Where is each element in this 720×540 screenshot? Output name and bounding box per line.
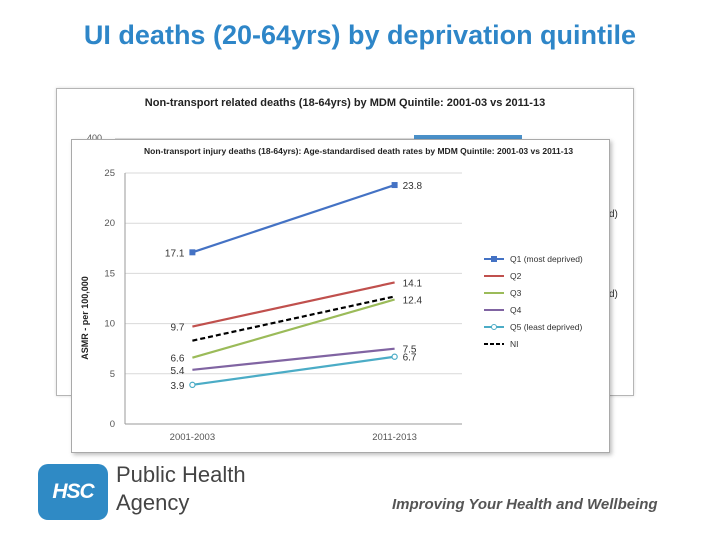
legend-label: Q5 (least deprived): [510, 321, 583, 332]
legend-label: Q1 (most deprived): [510, 253, 583, 264]
legend-label: Q3: [510, 287, 522, 298]
legend-swatch: [484, 274, 504, 277]
legend-swatch: [484, 308, 504, 311]
y-tick-label: 5: [110, 369, 115, 380]
legend-item: Q5 (least deprived): [484, 318, 583, 335]
legend-swatch: [484, 255, 504, 262]
data-label: 9.7: [170, 323, 184, 334]
legend-label: NI: [510, 338, 519, 349]
data-label: 5.4: [170, 366, 184, 377]
legend-swatch: [484, 323, 504, 330]
data-point: [189, 381, 196, 389]
legend-label: Q2: [510, 270, 522, 281]
plot-area: 0 5 10 15 20 25 2001-2003 2011-2013 17.1 23.8 9.7 1…: [104, 168, 462, 443]
legend-item: Q1 (most deprived): [484, 250, 583, 267]
slide-title: UI deaths (20-64yrs) by deprivation quin…: [83, 20, 637, 50]
tagline: Improving Your Health and Wellbeing: [392, 496, 658, 513]
background-chart-bar: [414, 135, 522, 141]
background-chart-ytick: 400: [87, 133, 103, 143]
legend-item: NI: [484, 335, 583, 352]
data-label: 7.5: [403, 345, 417, 356]
data-label: 6.6: [170, 354, 184, 365]
legend-item: Q3: [484, 284, 583, 301]
hsc-logo: HSC: [38, 464, 108, 520]
data-label: 14.1: [403, 278, 423, 289]
legend-swatch: [484, 291, 504, 294]
data-label: 12.4: [403, 296, 423, 307]
series-line: [192, 295, 395, 342]
y-tick-label: 20: [104, 218, 115, 229]
background-legend-fragment: d): [609, 209, 618, 220]
background-chart-gridline: [115, 138, 415, 139]
agency-name-line2: Agency: [116, 490, 190, 515]
legend-swatch: [484, 342, 504, 345]
legend-marker: [491, 323, 497, 330]
chart-title: Non-transport injury deaths (18-64yrs): …: [144, 146, 574, 156]
x-tick-label: 2001-2003: [170, 432, 215, 443]
series-line: [192, 281, 395, 328]
background-legend-fragment: d): [609, 289, 618, 300]
hsc-logo-text: HSC: [52, 480, 94, 503]
series-line: [192, 355, 395, 386]
data-label: 17.1: [165, 248, 185, 259]
data-point: [391, 182, 398, 189]
x-tick-label: 2011-2013: [372, 432, 417, 443]
y-tick-label: 0: [110, 419, 115, 430]
series-line: [192, 347, 395, 371]
data-label: 3.9: [170, 381, 184, 392]
data-label: 6.7: [403, 353, 417, 364]
legend-item: Q2: [484, 267, 583, 284]
background-chart-title: Non-transport related deaths (18-64yrs) …: [144, 97, 546, 109]
data-label: 23.8: [403, 181, 423, 192]
series-line: [192, 184, 395, 254]
y-tick-label: 15: [104, 268, 115, 279]
legend-marker: [491, 255, 497, 262]
agency-name-line1: Public Health: [116, 462, 246, 487]
y-tick-label: 10: [104, 319, 115, 330]
series-line: [192, 298, 395, 359]
data-point: [391, 353, 398, 360]
line-chart: Non-transport injury deaths (18-64yrs): …: [71, 139, 610, 453]
legend-item: Q4: [484, 301, 583, 318]
chart-legend: Q1 (most deprived) Q2 Q3 Q4 Q5 (least depriv…: [484, 250, 583, 352]
y-tick-label: 25: [104, 168, 115, 179]
legend-label: Q4: [510, 304, 522, 315]
data-point: [189, 249, 196, 256]
